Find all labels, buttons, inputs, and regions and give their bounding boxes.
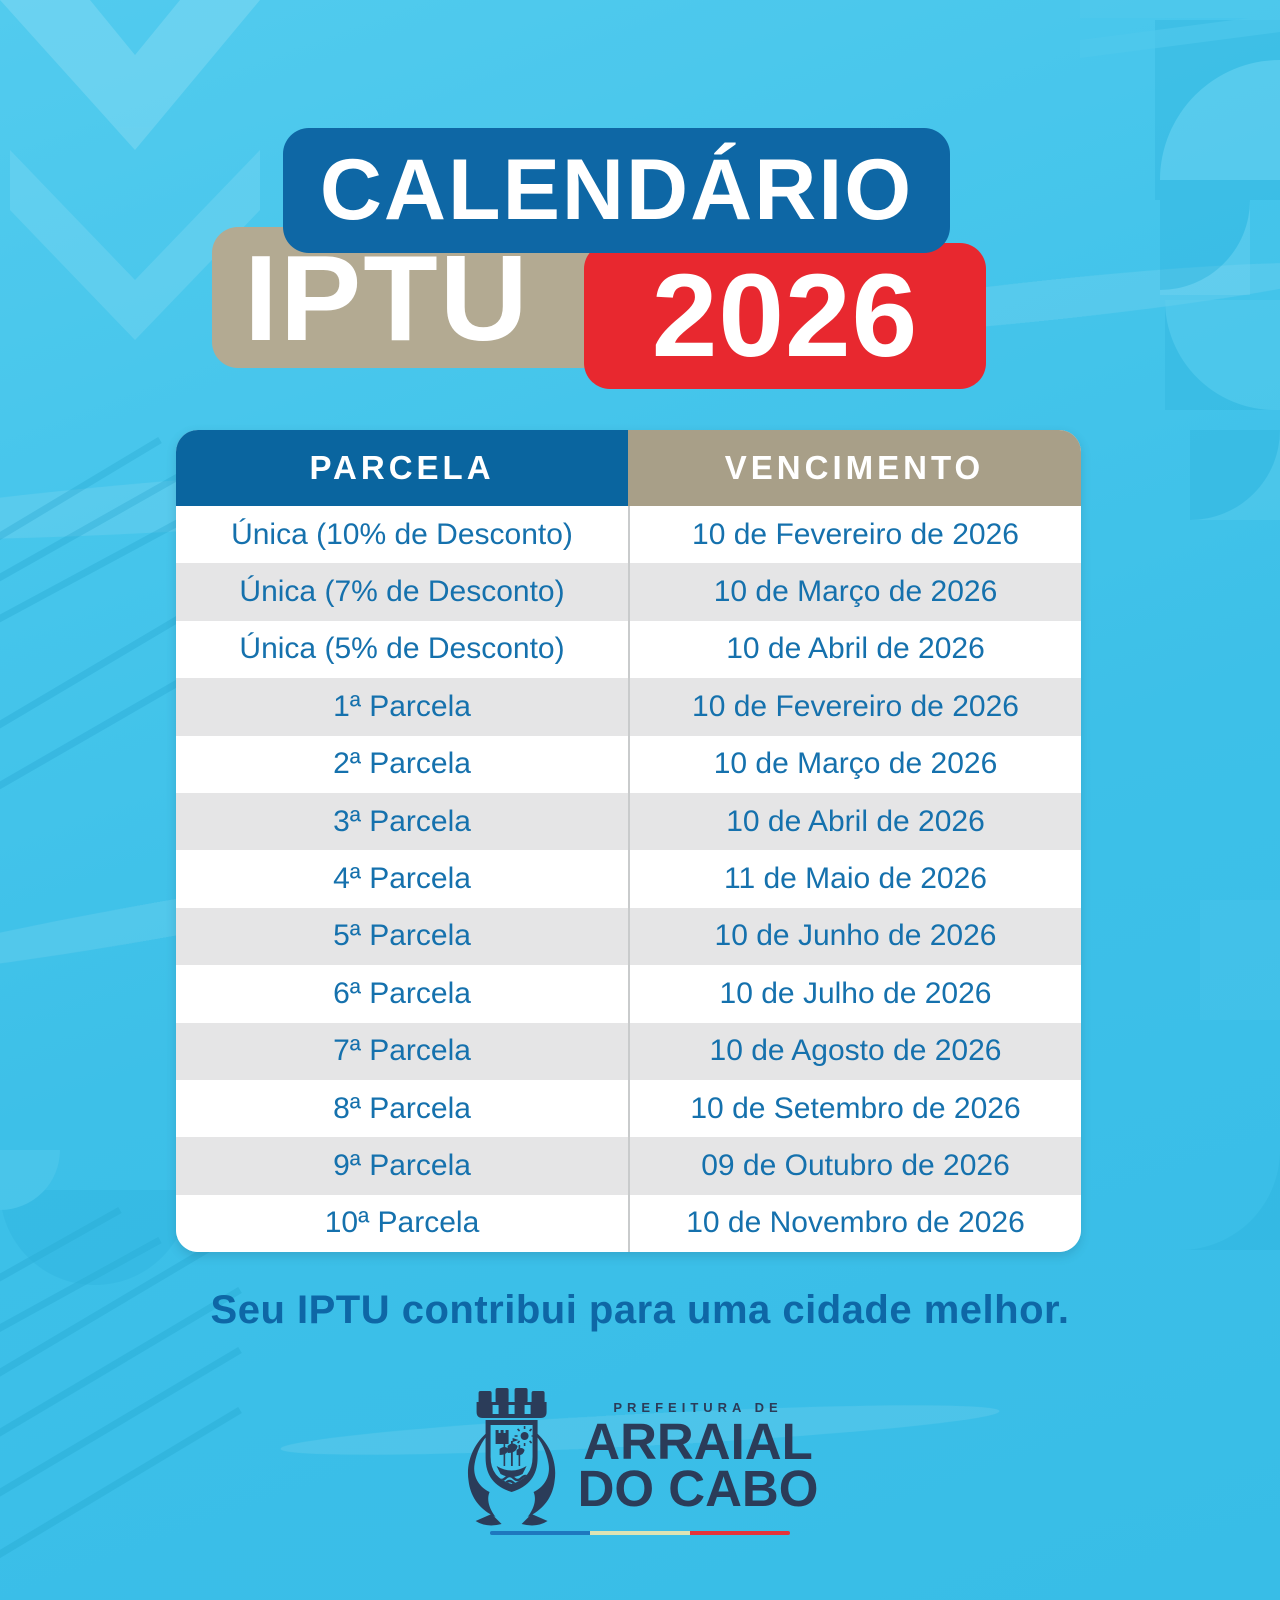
table-header: PARCELA VENCIMENTO bbox=[176, 430, 1081, 506]
table-row: 3ª Parcela 10 de Abril de 2026 bbox=[176, 792, 1081, 851]
cell-parcela: Única (7% de Desconto) bbox=[239, 575, 565, 609]
table-row: Única (7% de Desconto) 10 de Março de 202… bbox=[176, 563, 1081, 621]
cell-vencimento: 10 de Julho de 2026 bbox=[628, 965, 1081, 1023]
slogan-text: Seu IPTU contribui para uma cidade melho… bbox=[210, 1288, 1070, 1332]
cell-vencimento: 10 de Fevereiro de 2026 bbox=[628, 506, 1081, 564]
cell-parcela: 10ª Parcela bbox=[324, 1206, 480, 1240]
column-header-vencimento: VENCIMENTO bbox=[628, 430, 1081, 506]
tricolor-blue-segment bbox=[490, 1531, 590, 1535]
cell-parcela: 7ª Parcela bbox=[333, 1034, 471, 1068]
title-year: 2026 bbox=[651, 250, 919, 382]
logo-do-cabo: DO CABO bbox=[577, 1459, 819, 1517]
cell-vencimento: 10 de Agosto de 2026 bbox=[628, 1022, 1081, 1080]
title-calendario-box: CALENDÁRIO bbox=[283, 128, 950, 253]
title-year-box: 2026 bbox=[584, 243, 986, 389]
tricolor-divider bbox=[490, 1531, 790, 1535]
table-body: Única (10% de Desconto) 10 de Fevereiro d… bbox=[176, 506, 1081, 1252]
cell-vencimento: 10 de Abril de 2026 bbox=[628, 792, 1081, 851]
table-row: 8ª Parcela 10 de Setembro de 2026 bbox=[176, 1079, 1081, 1138]
cell-vencimento: 10 de Junho de 2026 bbox=[628, 907, 1081, 966]
table-row: 7ª Parcela 10 de Agosto de 2026 bbox=[176, 1022, 1081, 1080]
tricolor-cream-segment bbox=[590, 1531, 690, 1535]
cell-parcela: 4ª Parcela bbox=[333, 862, 471, 896]
cell-vencimento: 09 de Outubro de 2026 bbox=[628, 1137, 1081, 1195]
cell-vencimento: 10 de Setembro de 2026 bbox=[628, 1079, 1081, 1138]
cell-parcela: Única (10% de Desconto) bbox=[231, 517, 573, 551]
column-header-parcela: PARCELA bbox=[176, 430, 628, 506]
cell-parcela: 1ª Parcela bbox=[333, 689, 471, 723]
chevron-pattern bbox=[0, 0, 260, 340]
cell-parcela: 9ª Parcela bbox=[333, 1148, 471, 1182]
logo-prefeitura-de: PREFEITURA DE bbox=[613, 1399, 783, 1415]
cell-vencimento: 11 de Maio de 2026 bbox=[628, 850, 1081, 908]
table-row: 2ª Parcela 10 de Março de 2026 bbox=[176, 735, 1081, 793]
table-row: Única (5% de Desconto) 10 de Abril de 202… bbox=[176, 620, 1081, 679]
tricolor-red-segment bbox=[690, 1531, 790, 1535]
cell-parcela: 3ª Parcela bbox=[333, 804, 471, 838]
table-row: 5ª Parcela 10 de Junho de 2026 bbox=[176, 907, 1081, 966]
table-row: 6ª Parcela 10 de Julho de 2026 bbox=[176, 965, 1081, 1023]
logo-arraial: ARRAIAL bbox=[583, 1412, 813, 1470]
table-row: 9ª Parcela 09 de Outubro de 2026 bbox=[176, 1137, 1081, 1195]
prefeitura-logo: PREFEITURA DE ARRAIAL DO CABO bbox=[462, 1386, 819, 1526]
table-row: 1ª Parcela 10 de Fevereiro de 2026 bbox=[176, 678, 1081, 736]
cell-parcela: 5ª Parcela bbox=[333, 919, 471, 953]
cell-vencimento: 10 de Março de 2026 bbox=[628, 735, 1081, 793]
city-crest-icon bbox=[467, 1388, 556, 1526]
logo-text: PREFEITURA DE ARRAIAL DO CABO bbox=[577, 1399, 819, 1517]
table-row: 10ª Parcela 10 de Novembro de 2026 bbox=[176, 1194, 1081, 1252]
cell-vencimento: 10 de Março de 2026 bbox=[628, 563, 1081, 621]
table-row: Única (10% de Desconto) 10 de Fevereiro d… bbox=[176, 506, 1081, 564]
cell-parcela: Única (5% de Desconto) bbox=[239, 632, 565, 666]
title-group: IPTU 2026 CALENDÁRIO bbox=[0, 0, 1280, 420]
title-calendario: CALENDÁRIO bbox=[319, 142, 914, 238]
iptu-schedule-table: PARCELA VENCIMENTO Única (10% de Descont… bbox=[176, 430, 1081, 1252]
geometric-pattern bbox=[1080, 0, 1280, 1250]
cell-parcela: 6ª Parcela bbox=[333, 976, 471, 1010]
table-row: 4ª Parcela 11 de Maio de 2026 bbox=[176, 850, 1081, 908]
cell-vencimento: 10 de Novembro de 2026 bbox=[628, 1194, 1081, 1252]
cell-vencimento: 10 de Abril de 2026 bbox=[628, 620, 1081, 679]
cell-vencimento: 10 de Fevereiro de 2026 bbox=[628, 678, 1081, 736]
cell-parcela: 2ª Parcela bbox=[333, 747, 471, 781]
cell-parcela: 8ª Parcela bbox=[333, 1091, 471, 1125]
